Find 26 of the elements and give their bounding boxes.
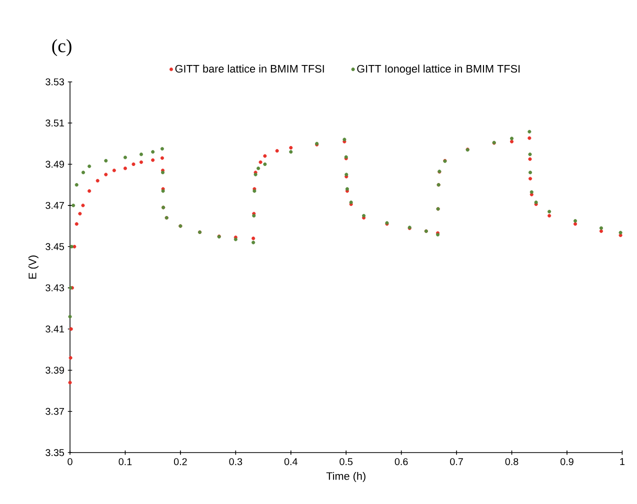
x-tick-label: 0.6 bbox=[394, 458, 408, 466]
x-tick-label: 1 bbox=[620, 458, 624, 466]
y-axis-title: E (V) bbox=[28, 256, 38, 279]
legend-label: GITT Ionogel lattice in BMIM TFSI bbox=[357, 64, 520, 75]
x-tick-label: 0.5 bbox=[340, 458, 353, 466]
x-tick-label: 0 bbox=[68, 458, 72, 466]
x-axis-title: Time (h) bbox=[326, 472, 366, 482]
y-tick-label: 3.35 bbox=[46, 449, 64, 456]
x-tick-label: 0.8 bbox=[505, 458, 518, 466]
x-tick-label: 0.9 bbox=[560, 458, 574, 466]
x-tick-label: 0.7 bbox=[450, 458, 463, 466]
x-tick-label: 0.4 bbox=[284, 458, 298, 466]
x-tick-label: 0.1 bbox=[118, 458, 132, 466]
y-tick-label: 3.43 bbox=[46, 284, 64, 292]
y-tick-label: 3.45 bbox=[46, 243, 64, 250]
chart-title: (c) bbox=[52, 39, 72, 56]
y-tick-label: 3.41 bbox=[46, 326, 64, 333]
y-tick-label: 3.49 bbox=[46, 160, 64, 168]
y-tick-label: 3.53 bbox=[46, 78, 64, 86]
y-tick-label: 3.39 bbox=[46, 366, 64, 374]
legend-label: GITT bare lattice in BMIM TFSI bbox=[175, 64, 324, 73]
y-tick-label: 3.37 bbox=[46, 408, 64, 415]
y-tick-label: 3.51 bbox=[46, 120, 64, 127]
x-tick-label: 0.2 bbox=[174, 458, 187, 466]
y-tick-label: 3.47 bbox=[46, 202, 64, 209]
x-tick-label: 0.3 bbox=[229, 458, 242, 466]
